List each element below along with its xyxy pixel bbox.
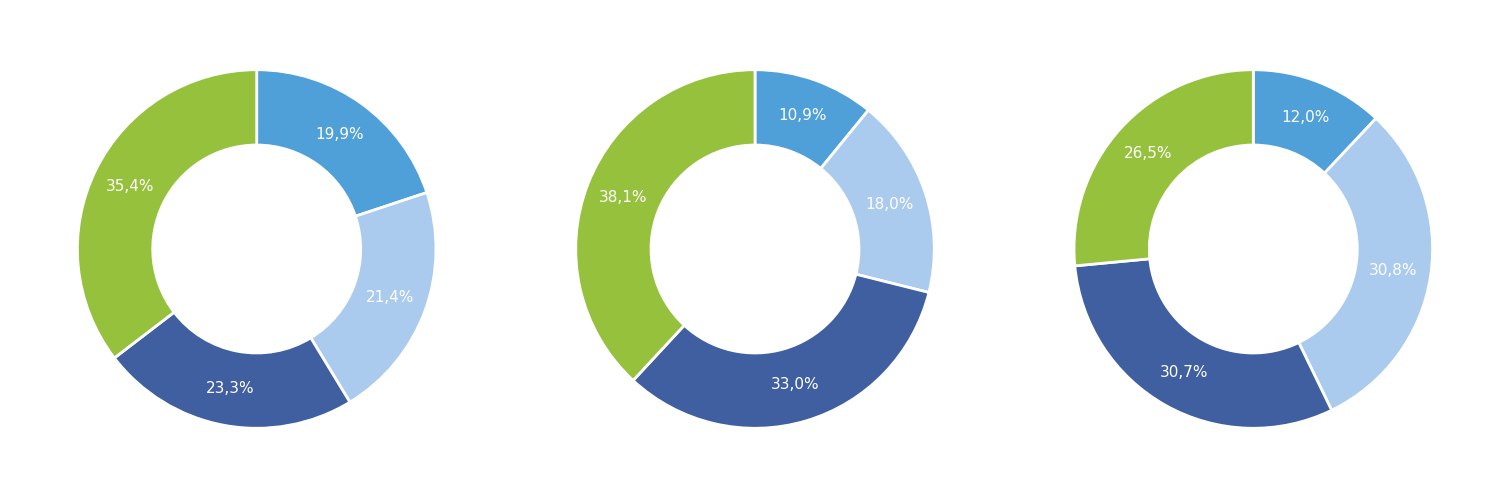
Text: 23,3%: 23,3% [207, 380, 255, 396]
Wedge shape [77, 70, 257, 358]
Wedge shape [257, 70, 427, 216]
Wedge shape [311, 193, 436, 402]
Text: 12,0%: 12,0% [1282, 110, 1330, 125]
Text: 30,8%: 30,8% [1370, 263, 1418, 278]
Text: 38,1%: 38,1% [599, 190, 648, 205]
Text: 33,0%: 33,0% [772, 377, 820, 392]
Wedge shape [1253, 70, 1376, 173]
Text: 10,9%: 10,9% [778, 108, 827, 123]
Wedge shape [633, 274, 929, 428]
Text: 21,4%: 21,4% [365, 290, 414, 305]
Text: 19,9%: 19,9% [316, 126, 364, 141]
Text: 30,7%: 30,7% [1160, 365, 1208, 380]
Wedge shape [821, 110, 935, 292]
Wedge shape [575, 70, 755, 380]
Wedge shape [1075, 259, 1332, 428]
Text: 26,5%: 26,5% [1125, 146, 1173, 161]
Wedge shape [755, 70, 868, 168]
Wedge shape [115, 312, 350, 428]
Text: 18,0%: 18,0% [865, 197, 914, 212]
Wedge shape [1299, 119, 1433, 410]
Text: 35,4%: 35,4% [106, 179, 154, 194]
Wedge shape [1074, 70, 1253, 266]
